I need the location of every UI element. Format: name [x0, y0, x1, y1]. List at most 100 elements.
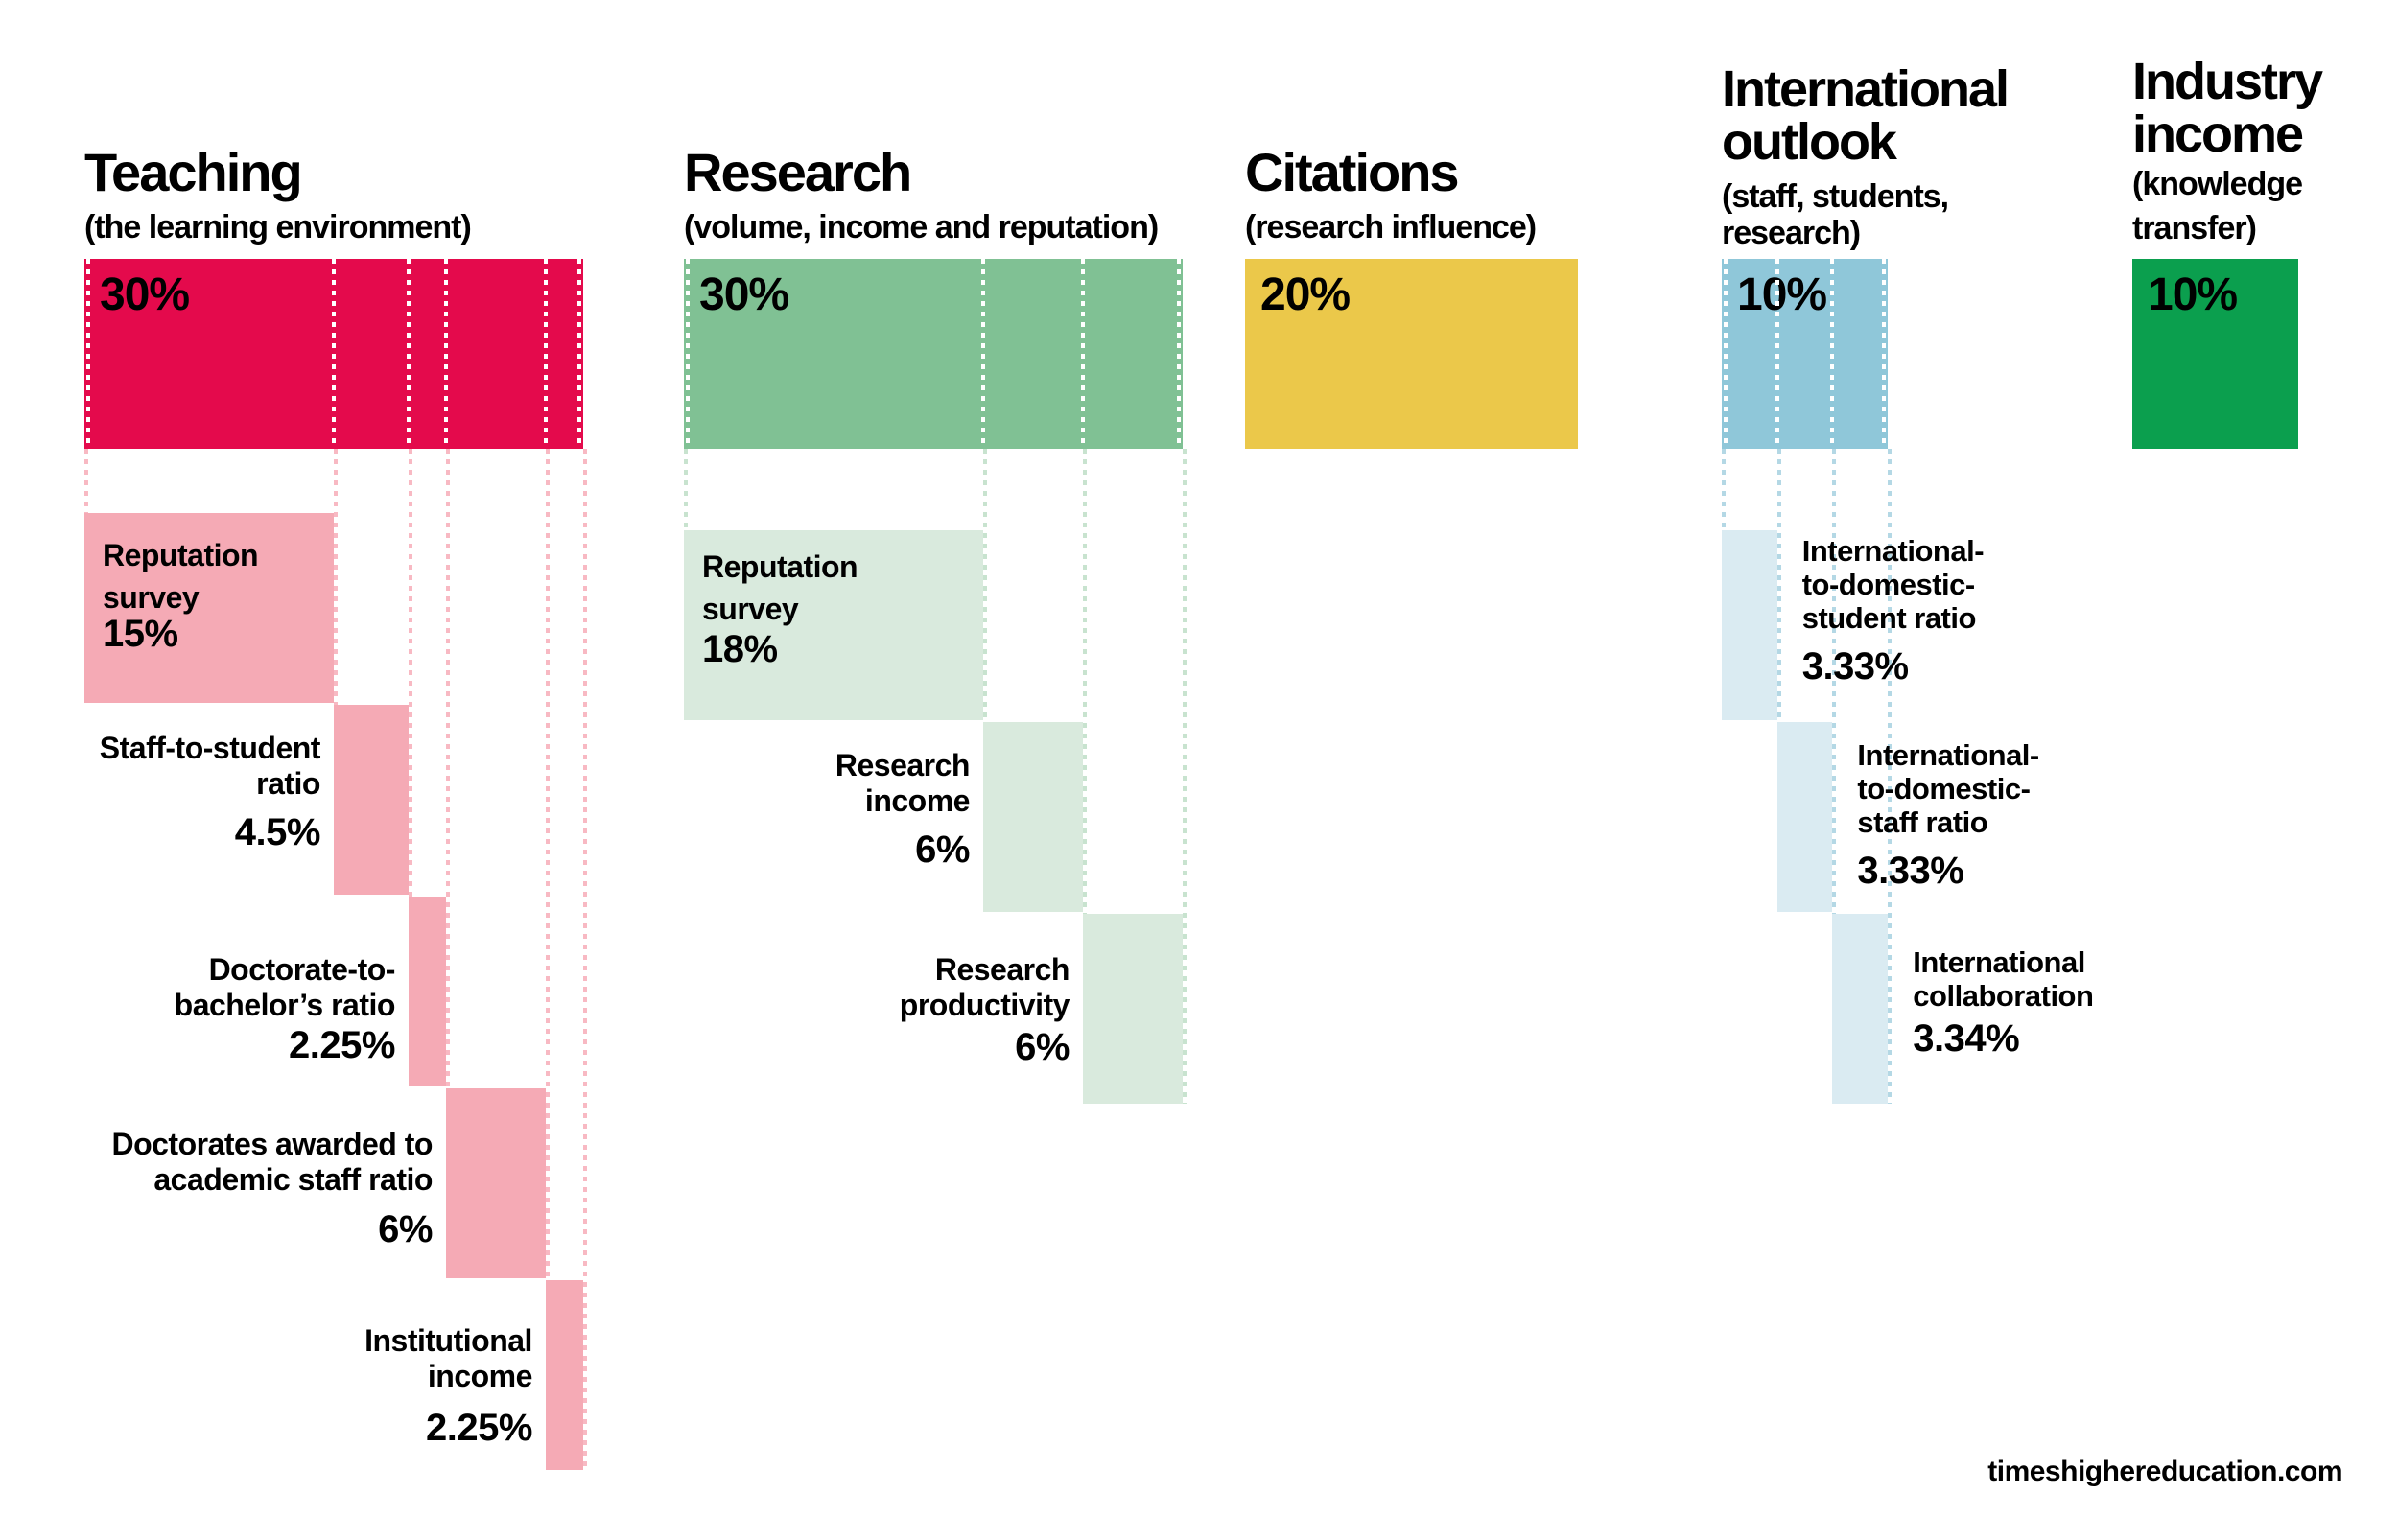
guide-dotted-line [84, 449, 88, 513]
column-subtitle-line: research) [1722, 215, 1861, 251]
site-url: timeshighereducation.com [1987, 1456, 2342, 1487]
weight-bar-research [684, 259, 1183, 449]
sub-block-label: Research productivity [900, 952, 1070, 1023]
guide-dotted-line [333, 449, 338, 705]
guide-dotted-line [408, 449, 412, 897]
column-title-line: Citations [1245, 142, 1460, 202]
column-title-line: International [1722, 60, 2010, 118]
sub-block-label: International-to-domestic-staff ratio [1857, 738, 2039, 839]
column-title-line: outlook [1722, 113, 1897, 171]
column-subtitle-line: (knowledge [2132, 166, 2303, 202]
bar-divider-dotted-line [1724, 259, 1728, 449]
column-title-industry: Industry income [2132, 53, 2323, 163]
sub-block-label-line: academic staff ratio [153, 1162, 433, 1197]
sub-block-value: 4.5% [234, 811, 321, 853]
sub-block-label: Doctorate-to-bachelor’s ratio [174, 952, 396, 1023]
bar-weight-label-citations: 20% [1260, 269, 1351, 320]
column-subtitle-line: (research influence) [1245, 209, 1537, 245]
sub-block-label-line: Institutional [364, 1323, 532, 1358]
column-subtitle-line: transfer) [2132, 210, 2257, 246]
column-subtitle-line: (staff, students, [1722, 178, 1949, 215]
bar-weight-label-industry: 10% [2148, 269, 2238, 320]
sub-block [333, 705, 409, 895]
bar-divider-dotted-line [1176, 259, 1181, 449]
sub-block-value: 2.25% [426, 1407, 532, 1449]
sub-block-value: 6% [1015, 1026, 1070, 1068]
guide-dotted-line [1722, 449, 1726, 530]
guide-dotted-line [1082, 449, 1087, 914]
bar-divider-dotted-line [1080, 259, 1085, 449]
sub-block [1832, 914, 1889, 1104]
sub-block-value: 6% [915, 828, 970, 871]
column-title-research: Research [684, 142, 912, 202]
sub-block-label-line: Reputation [702, 549, 858, 584]
sub-block [1082, 914, 1183, 1104]
sub-block-label: International-to-domestic-student ratio [1801, 534, 1985, 635]
bar-weight-label-teaching: 30% [100, 269, 190, 320]
sub-block-value: 6% [378, 1208, 433, 1250]
guide-dotted-line [1182, 449, 1187, 1104]
bar-divider-dotted-line [576, 259, 581, 449]
sub-block-label-line: ratio [256, 766, 320, 801]
sub-block-label-line: survey [702, 592, 799, 626]
column-subtitle-industry: (knowledge transfer) [2132, 162, 2303, 250]
sub-block-label-line: International [1913, 945, 2085, 979]
sub-block-label-line: International- [1801, 534, 1985, 568]
sub-block [545, 1280, 583, 1470]
sub-block-label: Reputation survey [702, 546, 858, 630]
bar-divider-dotted-line [980, 259, 985, 449]
sub-block-label-line: Research [934, 952, 1070, 987]
bar-divider-dotted-line [1882, 259, 1887, 449]
bar-weight-label-international: 10% [1737, 269, 1827, 320]
column-title-line: income [2132, 105, 2304, 163]
sub-block-label-line: to-domestic- [1801, 568, 1976, 601]
column-subtitle-citations: (research influence) [1245, 209, 1537, 245]
bar-weight-label-research: 30% [699, 269, 789, 320]
sub-block-value: 18% [702, 628, 778, 670]
bar-divider-dotted-line [686, 259, 690, 449]
column-subtitle-line: (the learning environment) [84, 209, 472, 245]
sub-block-label: International collaboration [1913, 945, 2094, 1013]
sub-block-value: 2.25% [289, 1024, 395, 1066]
sub-block-label: Staff-to-student ratio [99, 731, 321, 802]
sub-block [982, 722, 1083, 912]
guide-dotted-line [445, 449, 450, 1088]
sub-block-label-line: Research [835, 748, 971, 782]
column-subtitle-international: (staff, students, research) [1722, 178, 1949, 251]
bar-divider-dotted-line [331, 259, 336, 449]
sub-block-label-line: Doctorate-to- [208, 952, 396, 987]
column-title-line: Research [684, 142, 912, 202]
sub-block-label: Institutional income [364, 1323, 532, 1394]
sub-block-label-line: productivity [899, 988, 1070, 1022]
sub-block-label-line: Staff-to-student [99, 731, 321, 765]
bar-divider-dotted-line [543, 259, 548, 449]
sub-block-label: Doctorates awarded to academic staff rati… [111, 1127, 433, 1198]
sub-block-label-line: International- [1857, 738, 2039, 772]
column-subtitle-teaching: (the learning environment) [84, 209, 472, 245]
sub-block-value: 15% [103, 613, 178, 655]
bar-divider-dotted-line [1830, 259, 1835, 449]
guide-dotted-line [1776, 449, 1781, 722]
guide-dotted-line [1888, 449, 1893, 1104]
sub-block-label-line: survey [103, 580, 200, 615]
sub-block-value: 3.33% [1857, 850, 1964, 892]
sub-block [445, 1088, 546, 1278]
sub-block [84, 513, 334, 703]
weight-bar-industry [2132, 259, 2299, 449]
sub-block [1722, 530, 1777, 720]
sub-block-label-line: collaboration [1913, 979, 2094, 1013]
bar-divider-dotted-line [443, 259, 448, 449]
weight-bar-international [1722, 259, 1889, 449]
sub-block [684, 530, 983, 720]
sub-block-label-line: income [427, 1359, 533, 1393]
guide-dotted-line [582, 449, 587, 1470]
sub-block-label-line: staff ratio [1857, 805, 1988, 839]
sub-block-value: 3.33% [1801, 645, 1909, 688]
sub-block-label-line: bachelor’s ratio [174, 988, 396, 1022]
sub-block [408, 897, 446, 1086]
guide-dotted-line [684, 449, 688, 530]
column-title-line: Industry [2132, 53, 2323, 110]
guide-dotted-line [545, 449, 550, 1280]
sub-block-label: Reputation survey [103, 534, 259, 618]
guide-dotted-line [1832, 449, 1837, 914]
